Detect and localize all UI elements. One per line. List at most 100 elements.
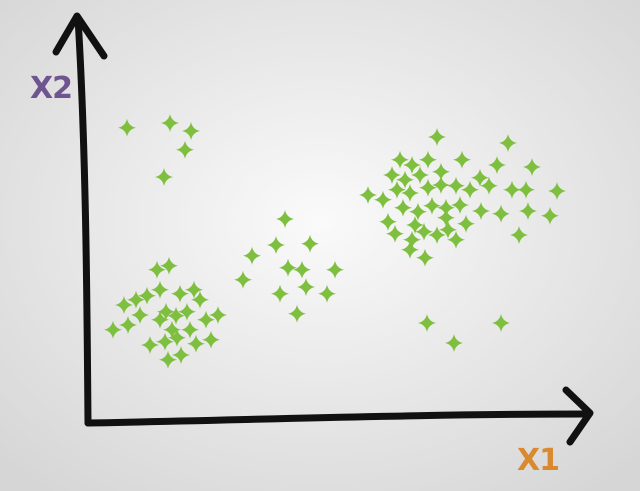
point (288, 304, 306, 323)
point (548, 182, 566, 200)
point (401, 240, 419, 259)
point (423, 196, 441, 215)
point (391, 150, 409, 169)
point (156, 332, 174, 351)
point (267, 236, 285, 254)
point (488, 156, 506, 174)
point (297, 278, 315, 296)
axes (52, 12, 594, 446)
point (418, 314, 436, 332)
point (432, 162, 450, 181)
point (457, 214, 475, 233)
point (168, 328, 186, 347)
point (411, 166, 429, 184)
point (374, 190, 392, 209)
point (396, 170, 414, 189)
point (447, 176, 465, 195)
point (492, 314, 510, 332)
point (172, 346, 190, 364)
point (151, 310, 169, 329)
point (432, 176, 450, 194)
point (176, 140, 194, 159)
point (419, 178, 437, 197)
point (492, 204, 510, 223)
point (510, 226, 528, 244)
point (472, 202, 490, 220)
point (187, 334, 205, 353)
point (119, 316, 137, 334)
point (202, 330, 220, 349)
point (160, 256, 178, 275)
point (523, 158, 541, 176)
point (439, 220, 457, 239)
point (401, 184, 419, 202)
point (234, 270, 252, 289)
point (447, 230, 465, 249)
point (271, 284, 289, 303)
point (197, 310, 215, 329)
point (451, 196, 469, 214)
point (480, 176, 498, 195)
point (428, 226, 446, 244)
point (159, 350, 177, 369)
point (209, 306, 227, 324)
point (243, 246, 261, 265)
point (419, 150, 437, 169)
point (471, 168, 489, 187)
point (115, 296, 133, 314)
point (191, 290, 209, 309)
point (406, 216, 424, 234)
point (403, 156, 421, 174)
point (461, 180, 479, 199)
point (182, 122, 200, 140)
point (499, 134, 517, 152)
point (379, 212, 397, 231)
point (326, 260, 344, 279)
point (185, 280, 203, 299)
point (148, 260, 166, 279)
point (541, 206, 559, 225)
point (118, 118, 136, 137)
point (138, 286, 156, 305)
point (383, 166, 401, 184)
point (157, 302, 175, 321)
point (318, 284, 336, 303)
point (519, 202, 537, 220)
point (503, 180, 521, 199)
point (161, 114, 179, 132)
point (403, 230, 421, 249)
y-axis-arrow (52, 12, 108, 60)
point (445, 334, 463, 352)
point (127, 290, 145, 309)
point (453, 150, 471, 169)
x-axis-arrow (562, 386, 594, 446)
point (163, 320, 181, 339)
point (428, 128, 446, 146)
point (104, 320, 122, 339)
point (276, 210, 294, 228)
x-axis-label: X1 (517, 443, 559, 478)
point (517, 180, 535, 199)
point (416, 248, 434, 267)
y-axis-label: X2 (30, 71, 72, 106)
point (151, 280, 169, 299)
point (388, 180, 406, 199)
y-axis (74, 14, 92, 427)
point (171, 284, 189, 303)
point (293, 260, 311, 279)
point (409, 202, 427, 221)
point (301, 234, 319, 253)
point (167, 306, 185, 325)
point (386, 224, 404, 243)
point (131, 306, 149, 324)
point (359, 186, 377, 204)
x-axis (84, 410, 592, 427)
point (181, 320, 199, 339)
point (415, 222, 433, 241)
point (437, 208, 455, 227)
point (141, 336, 159, 354)
point (279, 258, 297, 277)
point (178, 302, 196, 321)
